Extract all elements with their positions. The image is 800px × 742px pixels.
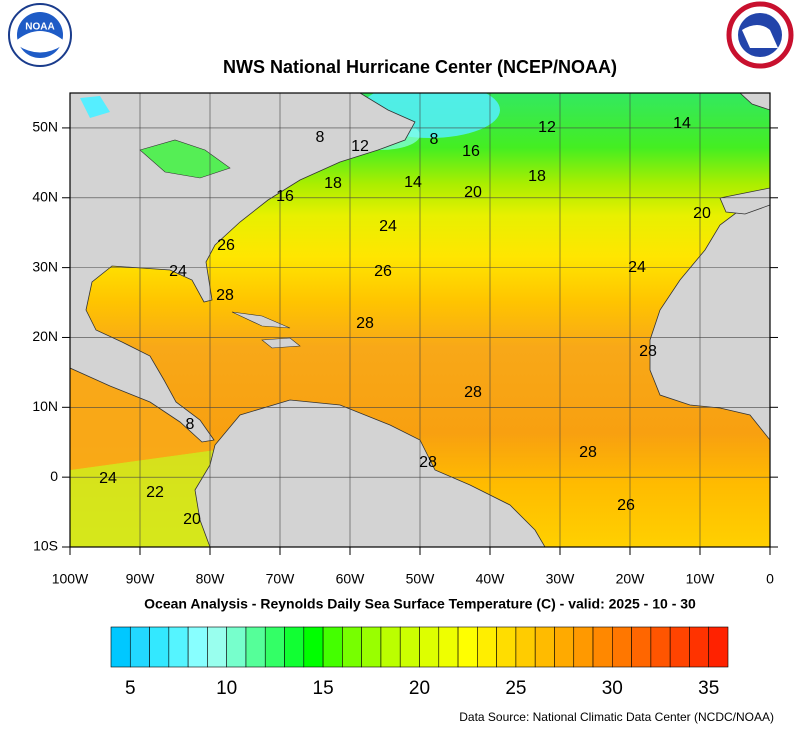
colorbar-swatch — [708, 626, 729, 668]
colorbar-swatch — [650, 626, 671, 668]
x-tick-label: 100W — [52, 571, 89, 587]
y-tick-label: 10N — [32, 398, 58, 414]
contour-label: 8 — [316, 129, 325, 146]
y-tick-label: 30N — [32, 258, 58, 274]
contour-label: 14 — [404, 174, 422, 191]
colorbar-swatch — [534, 626, 555, 668]
colorbar-swatch — [573, 626, 594, 668]
contour-label: 16 — [462, 143, 480, 160]
colorbar-swatch — [592, 626, 613, 668]
y-tick-label: 10S — [33, 538, 58, 554]
colorbar-swatch — [226, 626, 247, 668]
colorbar-swatch — [399, 626, 420, 668]
logo-text: NOAA — [25, 22, 54, 33]
contour-label: 20 — [464, 184, 482, 201]
contour-label: 18 — [324, 175, 342, 192]
contour-label: 28 — [579, 444, 597, 461]
colorbar-swatch — [110, 626, 131, 668]
contour-label: 8 — [430, 131, 439, 148]
colorbar-swatch — [284, 626, 305, 668]
colorbar-swatch — [631, 626, 652, 668]
y-tick-label: 20N — [32, 328, 58, 344]
contour-label: 26 — [217, 237, 235, 254]
contour-label: 16 — [276, 188, 294, 205]
y-tick-label: 50N — [32, 119, 58, 135]
colorbar-swatch — [129, 626, 150, 668]
nws-logo — [726, 1, 794, 69]
colorbar-swatch — [322, 626, 343, 668]
colorbar-tick-label: 15 — [313, 678, 334, 699]
subtitle: Ocean Analysis - Reynolds Daily Sea Surf… — [144, 596, 696, 612]
colorbar-swatch — [419, 626, 440, 668]
contour-label: 24 — [628, 259, 646, 276]
contour-label: 26 — [617, 497, 635, 514]
y-tick-label: 40N — [32, 188, 58, 204]
colorbar-swatch — [303, 626, 324, 668]
contour-label: 20 — [183, 511, 201, 528]
colorbar-swatch — [477, 626, 497, 668]
colorbar-swatch — [380, 626, 401, 668]
x-tick-label: 90W — [126, 571, 156, 587]
x-tick-label: 30W — [546, 571, 576, 587]
colorbar-tick-label: 25 — [505, 678, 526, 699]
colorbar-swatch — [457, 626, 478, 668]
contour-label: 28 — [419, 454, 437, 471]
colorbar-tick-label: 10 — [216, 678, 237, 699]
contour-label: 24 — [169, 263, 187, 280]
colorbar-tick-label: 20 — [409, 678, 430, 699]
colorbar-swatch — [207, 626, 227, 668]
y-tick-label: 0 — [50, 468, 58, 484]
x-tick-label: 20W — [616, 571, 646, 587]
colorbar-swatch — [342, 626, 362, 668]
contour-labels: 8 12 8 16 12 14 18 16 14 20 18 24 26 20 24 26 24 28 28 28 28… — [99, 115, 711, 528]
colorbar-tick-label: 30 — [602, 678, 623, 699]
colorbar-swatch — [245, 626, 266, 668]
colorbar-swatch — [438, 626, 459, 668]
contour-label: 8 — [186, 416, 195, 433]
contour-label: 24 — [379, 218, 397, 235]
x-tick-label: 80W — [196, 571, 226, 587]
x-tick-label: 40W — [476, 571, 506, 587]
colorbar-swatch — [168, 626, 189, 668]
x-tick-label: 10W — [686, 571, 716, 587]
colorbar-swatch — [149, 626, 170, 668]
x-tick-label: 0 — [766, 571, 774, 587]
noaa-logo: NOAA — [8, 3, 72, 67]
source: Data Source: National Climatic Data Cent… — [459, 710, 774, 724]
contour-label: 12 — [351, 138, 369, 155]
contour-label: 28 — [639, 343, 657, 360]
x-tick-label: 70W — [266, 571, 296, 587]
colorbar-swatch — [496, 626, 517, 668]
colorbar-swatch — [669, 626, 690, 668]
colorbar-tick-label: 5 — [125, 678, 136, 699]
contour-label: 28 — [216, 287, 234, 304]
colorbar-swatch — [264, 626, 285, 668]
contour-label: 22 — [146, 484, 164, 501]
x-tick-label: 60W — [336, 571, 366, 587]
colorbar-tick-label: 35 — [698, 678, 719, 699]
contour-label: 28 — [356, 315, 374, 332]
contour-label: 14 — [673, 115, 691, 132]
contour-label: 18 — [528, 168, 546, 185]
colorbar-swatch — [612, 626, 632, 668]
colorbar-swatch — [361, 626, 382, 668]
colorbar-swatch — [187, 626, 208, 668]
colorbar-swatch — [689, 626, 710, 668]
colorbar-swatch — [515, 626, 536, 668]
contour-label: 28 — [464, 384, 482, 401]
contour-label: 20 — [693, 205, 711, 222]
x-tick-label: 50W — [406, 571, 436, 587]
contour-label: 12 — [538, 119, 556, 136]
title: NWS National Hurricane Center (NCEP/NOAA… — [223, 57, 617, 77]
colorbar-swatch — [554, 626, 575, 668]
colorbar: 5 10 15 20 25 30 35 — [110, 626, 729, 699]
contour-label: 24 — [99, 470, 117, 487]
contour-label: 26 — [374, 263, 392, 280]
axes: 100W 90W 80W 70W 60W 50W 40W 30W 20W 10W 0 10S 0 10N 2… — [32, 119, 778, 587]
